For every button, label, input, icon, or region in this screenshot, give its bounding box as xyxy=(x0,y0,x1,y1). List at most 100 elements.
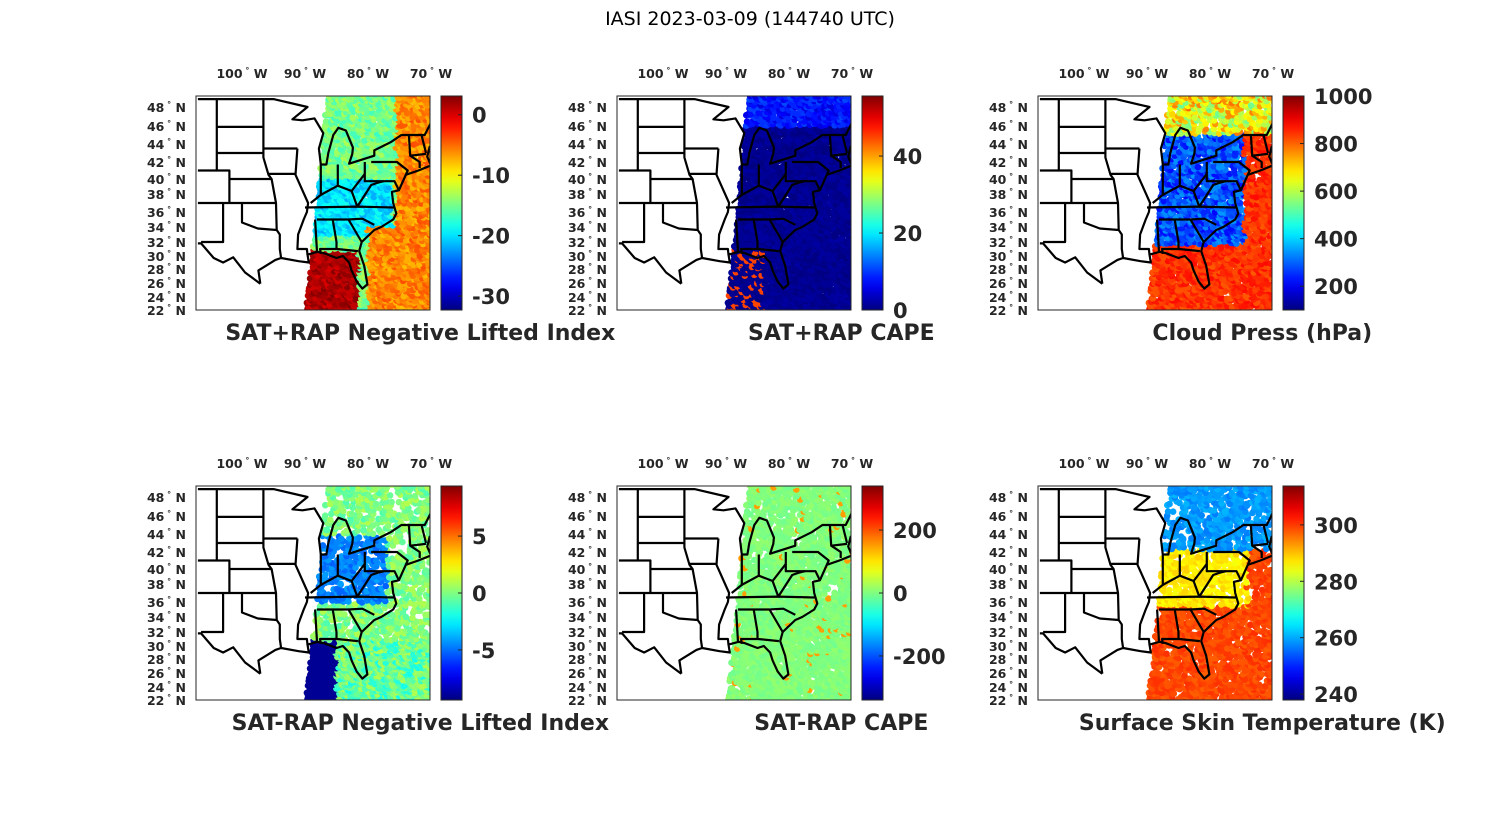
data-point xyxy=(886,241,893,248)
data-point xyxy=(886,207,893,214)
data-point xyxy=(434,288,441,295)
lat-tick-label: 48 ° N xyxy=(147,100,186,115)
data-point xyxy=(856,258,863,265)
data-point xyxy=(462,94,469,101)
data-point xyxy=(433,209,440,216)
data-point xyxy=(856,264,863,271)
lat-tick-label: 34 ° N xyxy=(147,220,186,235)
data-point xyxy=(430,304,437,311)
data-point xyxy=(883,230,890,237)
data-point xyxy=(430,296,437,303)
data-point xyxy=(462,94,469,101)
data-point xyxy=(887,274,894,281)
data-point xyxy=(434,228,441,235)
lat-tick-label: 36 ° N xyxy=(147,205,186,220)
lon-tick-label: 100 ° W xyxy=(216,66,267,81)
data-point xyxy=(853,295,860,302)
data-point xyxy=(853,255,860,262)
data-point xyxy=(432,109,439,116)
data-point xyxy=(434,265,441,272)
data-point xyxy=(434,243,441,250)
data-point xyxy=(467,201,474,208)
data-point xyxy=(465,186,472,193)
data-point xyxy=(433,217,440,224)
data-point xyxy=(462,285,469,292)
data-point xyxy=(888,265,895,272)
data-point xyxy=(851,238,858,245)
data-point xyxy=(853,223,860,230)
data-point xyxy=(431,190,438,197)
data-point xyxy=(433,156,440,163)
data-point xyxy=(886,226,893,233)
lat-tick-label: 46 ° N xyxy=(147,119,186,134)
data-point xyxy=(465,207,472,214)
data-point xyxy=(855,247,862,254)
data-point xyxy=(888,278,895,285)
data-point xyxy=(431,221,438,228)
data-point xyxy=(855,284,862,291)
data-point xyxy=(431,168,438,175)
data-point xyxy=(434,239,441,246)
data-point xyxy=(431,284,438,291)
data-point xyxy=(885,308,892,315)
data-point xyxy=(889,193,896,200)
lat-tick-label: 40 ° N xyxy=(147,172,186,187)
data-point xyxy=(853,256,860,263)
data-point xyxy=(883,280,890,287)
data-point xyxy=(853,215,860,222)
data-point xyxy=(430,185,437,192)
data-point xyxy=(885,188,892,195)
data-point xyxy=(467,267,474,274)
data-point xyxy=(464,224,471,231)
data-point xyxy=(465,242,472,249)
data-point xyxy=(856,186,863,193)
data-point xyxy=(462,109,469,116)
data-point xyxy=(463,251,470,258)
data-point xyxy=(462,131,469,138)
data-point xyxy=(884,245,891,252)
colorbar-tick-label: -10 xyxy=(472,164,510,188)
data-point xyxy=(466,93,473,100)
data-point xyxy=(855,298,862,305)
data-point xyxy=(433,261,440,268)
data-point xyxy=(464,215,471,222)
data-point xyxy=(887,288,894,295)
data-point xyxy=(430,141,437,148)
data-point xyxy=(463,235,470,242)
data-point xyxy=(890,198,897,205)
data-point xyxy=(431,121,438,128)
data-point xyxy=(463,245,470,252)
data-point xyxy=(854,303,861,310)
data-point xyxy=(465,148,472,155)
data-point xyxy=(851,185,858,192)
data-point xyxy=(466,263,473,270)
map-panel: 100 ° W 90 ° W 80 ° W 70 ° W48 ° N46 ° N44 … xyxy=(568,66,935,346)
data-point xyxy=(464,130,471,137)
data-point xyxy=(886,293,893,300)
data-point xyxy=(465,226,472,233)
data-point xyxy=(430,174,437,181)
data-point xyxy=(467,94,474,101)
data-point xyxy=(465,203,472,210)
data-point xyxy=(432,305,439,312)
data-point xyxy=(463,297,470,304)
data-point xyxy=(851,271,858,278)
data-point xyxy=(884,297,891,304)
data-point xyxy=(467,253,474,260)
data-point xyxy=(854,251,861,258)
data-point xyxy=(465,270,472,277)
data-point xyxy=(462,222,469,229)
data-point xyxy=(434,283,441,290)
data-point xyxy=(464,308,471,315)
data-point xyxy=(433,251,440,258)
data-point xyxy=(885,215,892,222)
data-point xyxy=(465,273,472,280)
data-point xyxy=(466,274,473,281)
data-point xyxy=(883,253,890,260)
data-point xyxy=(462,264,469,271)
data-point xyxy=(883,285,890,292)
data-point xyxy=(852,190,859,197)
data-point xyxy=(852,294,859,301)
data-point xyxy=(433,271,440,278)
data-point xyxy=(467,212,474,219)
